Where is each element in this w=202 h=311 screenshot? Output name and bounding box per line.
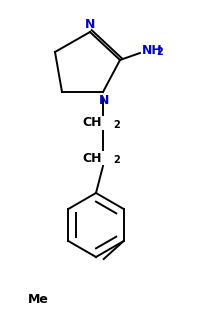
Text: Me: Me — [28, 293, 49, 306]
Text: 2: 2 — [113, 155, 119, 165]
Text: CH: CH — [82, 151, 101, 165]
Text: NH: NH — [141, 44, 162, 57]
Text: 2: 2 — [155, 47, 162, 57]
Text: 2: 2 — [113, 120, 119, 130]
Text: CH: CH — [82, 117, 101, 129]
Text: N: N — [98, 94, 109, 107]
Text: N: N — [84, 18, 95, 31]
